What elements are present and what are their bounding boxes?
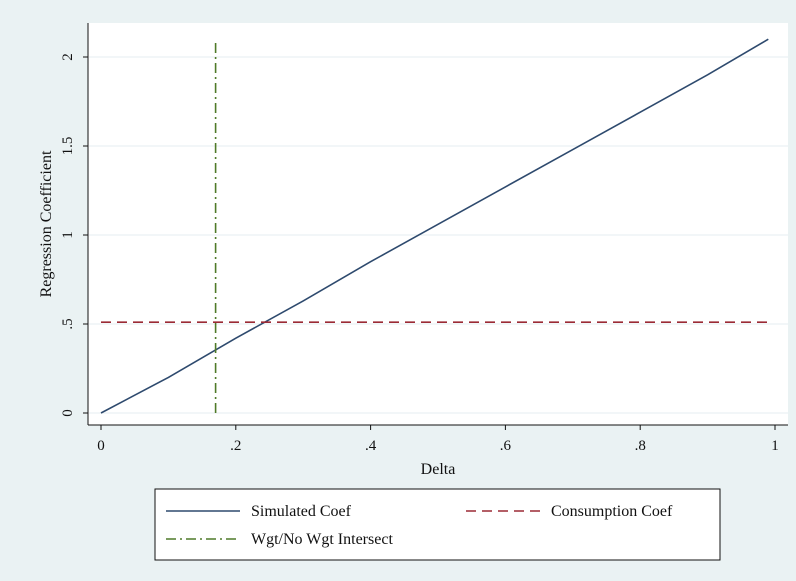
x-axis-title: Delta [421,461,456,478]
legend-label: Wgt/No Wgt Intersect [251,531,393,548]
y-tick-label: 1.5 [60,137,76,156]
series-line-simulated-coef [100,38,769,414]
legend-label: Simulated Coef [251,503,352,520]
legend: Simulated Coef Consumption Coef Wgt/No Wgt… [154,488,721,561]
y-tick-label: 0 [60,409,76,417]
series-group [100,38,769,414]
y-tick-label: .5 [60,318,76,329]
x-tick-label: .6 [500,438,512,454]
grid-lines [89,56,788,414]
y-tick-label: 1 [60,231,76,239]
x-tick-label: .2 [230,438,241,454]
y-axis-title: Regression Coefficient [38,150,55,297]
x-tick-label: 1 [771,438,779,454]
y-tick-label: 2 [60,53,76,61]
x-ticks: 0 .2 .4 .6 .8 1 [97,425,779,454]
x-tick-label: .4 [365,438,377,454]
legend-label: Consumption Coef [551,503,673,520]
x-tick-label: 0 [97,438,105,454]
legend-box [154,488,721,561]
x-tick-label: .8 [635,438,646,454]
y-ticks: 0 .5 1 1.5 2 [60,53,88,417]
